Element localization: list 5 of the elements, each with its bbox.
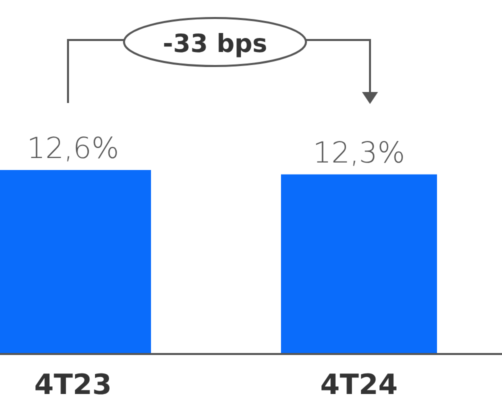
text: -33 bps [162, 29, 268, 58]
x-tick-label: 4T24 [320, 368, 398, 401]
data-label: 12,3% [312, 135, 406, 170]
data-label: 12,6% [26, 131, 120, 165]
x-tick-label: 4T23 [34, 368, 112, 401]
